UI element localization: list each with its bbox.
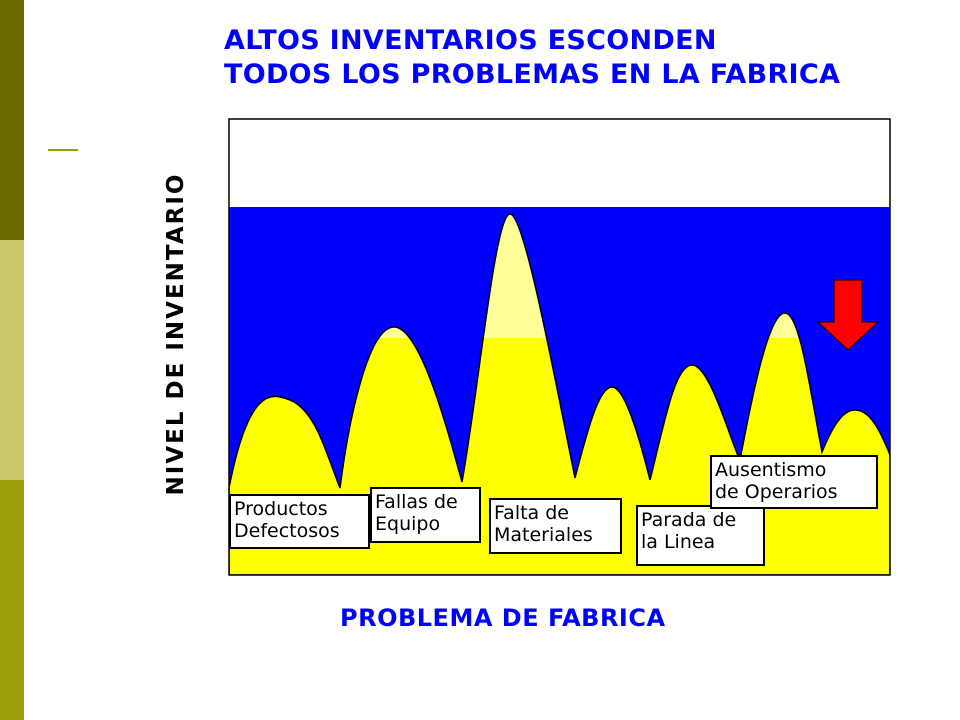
- problem-parada-de-la-linea: Parada de la Linea: [636, 505, 765, 566]
- x-axis-label: PROBLEMA DE FABRICA: [340, 604, 666, 632]
- accent-line: [48, 149, 78, 151]
- problem-fallas-de-equipo: Fallas de Equipo: [370, 487, 481, 543]
- down-arrow-icon: [816, 279, 880, 351]
- title-line-2: TODOS LOS PROBLEMAS EN LA FABRICA: [224, 59, 841, 90]
- left-band-middle: [0, 240, 24, 480]
- problem-falta-de-materiales: Falta de Materiales: [489, 498, 622, 554]
- left-band-top: [0, 0, 24, 240]
- left-band-bottom: [0, 480, 24, 720]
- title-line-1: ALTOS INVENTARIOS ESCONDEN: [224, 25, 717, 56]
- problem-ausentismo-de-operarios: Ausentismo de Operarios: [710, 455, 878, 509]
- diagram-frame-border: [228, 118, 891, 576]
- problem-productos-defectosos: Productos Defectosos: [229, 494, 370, 549]
- slide-title: ALTOS INVENTARIOS ESCONDEN TODOS LOS PRO…: [224, 24, 840, 92]
